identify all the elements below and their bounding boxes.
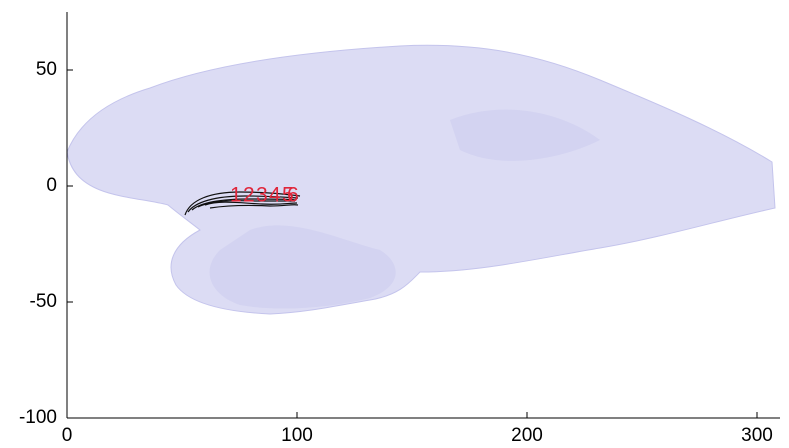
x-tick-label: 200: [511, 425, 543, 446]
annotation: 5: [282, 184, 294, 207]
annotation: 1: [230, 184, 242, 207]
annotation: 6: [287, 184, 299, 207]
x-tick-label: 100: [281, 425, 313, 446]
y-tick-label: 0: [46, 175, 57, 196]
annotation: 2: [243, 184, 255, 207]
annotation: 3: [256, 184, 268, 207]
surface: [66, 44, 776, 315]
surface-body: [66, 44, 776, 315]
y-tick-label: -50: [30, 291, 57, 312]
annotations: 1 2 3 4 56: [230, 184, 299, 207]
y-tick-label: -100: [19, 407, 57, 428]
annotation: 4: [269, 184, 281, 207]
y-tick-label: 50: [36, 59, 57, 80]
fiber-tracts: [184, 191, 301, 216]
surface-shade: [209, 109, 600, 309]
x-tick-label: 0: [62, 425, 73, 446]
x-tick-label: 300: [741, 425, 773, 446]
